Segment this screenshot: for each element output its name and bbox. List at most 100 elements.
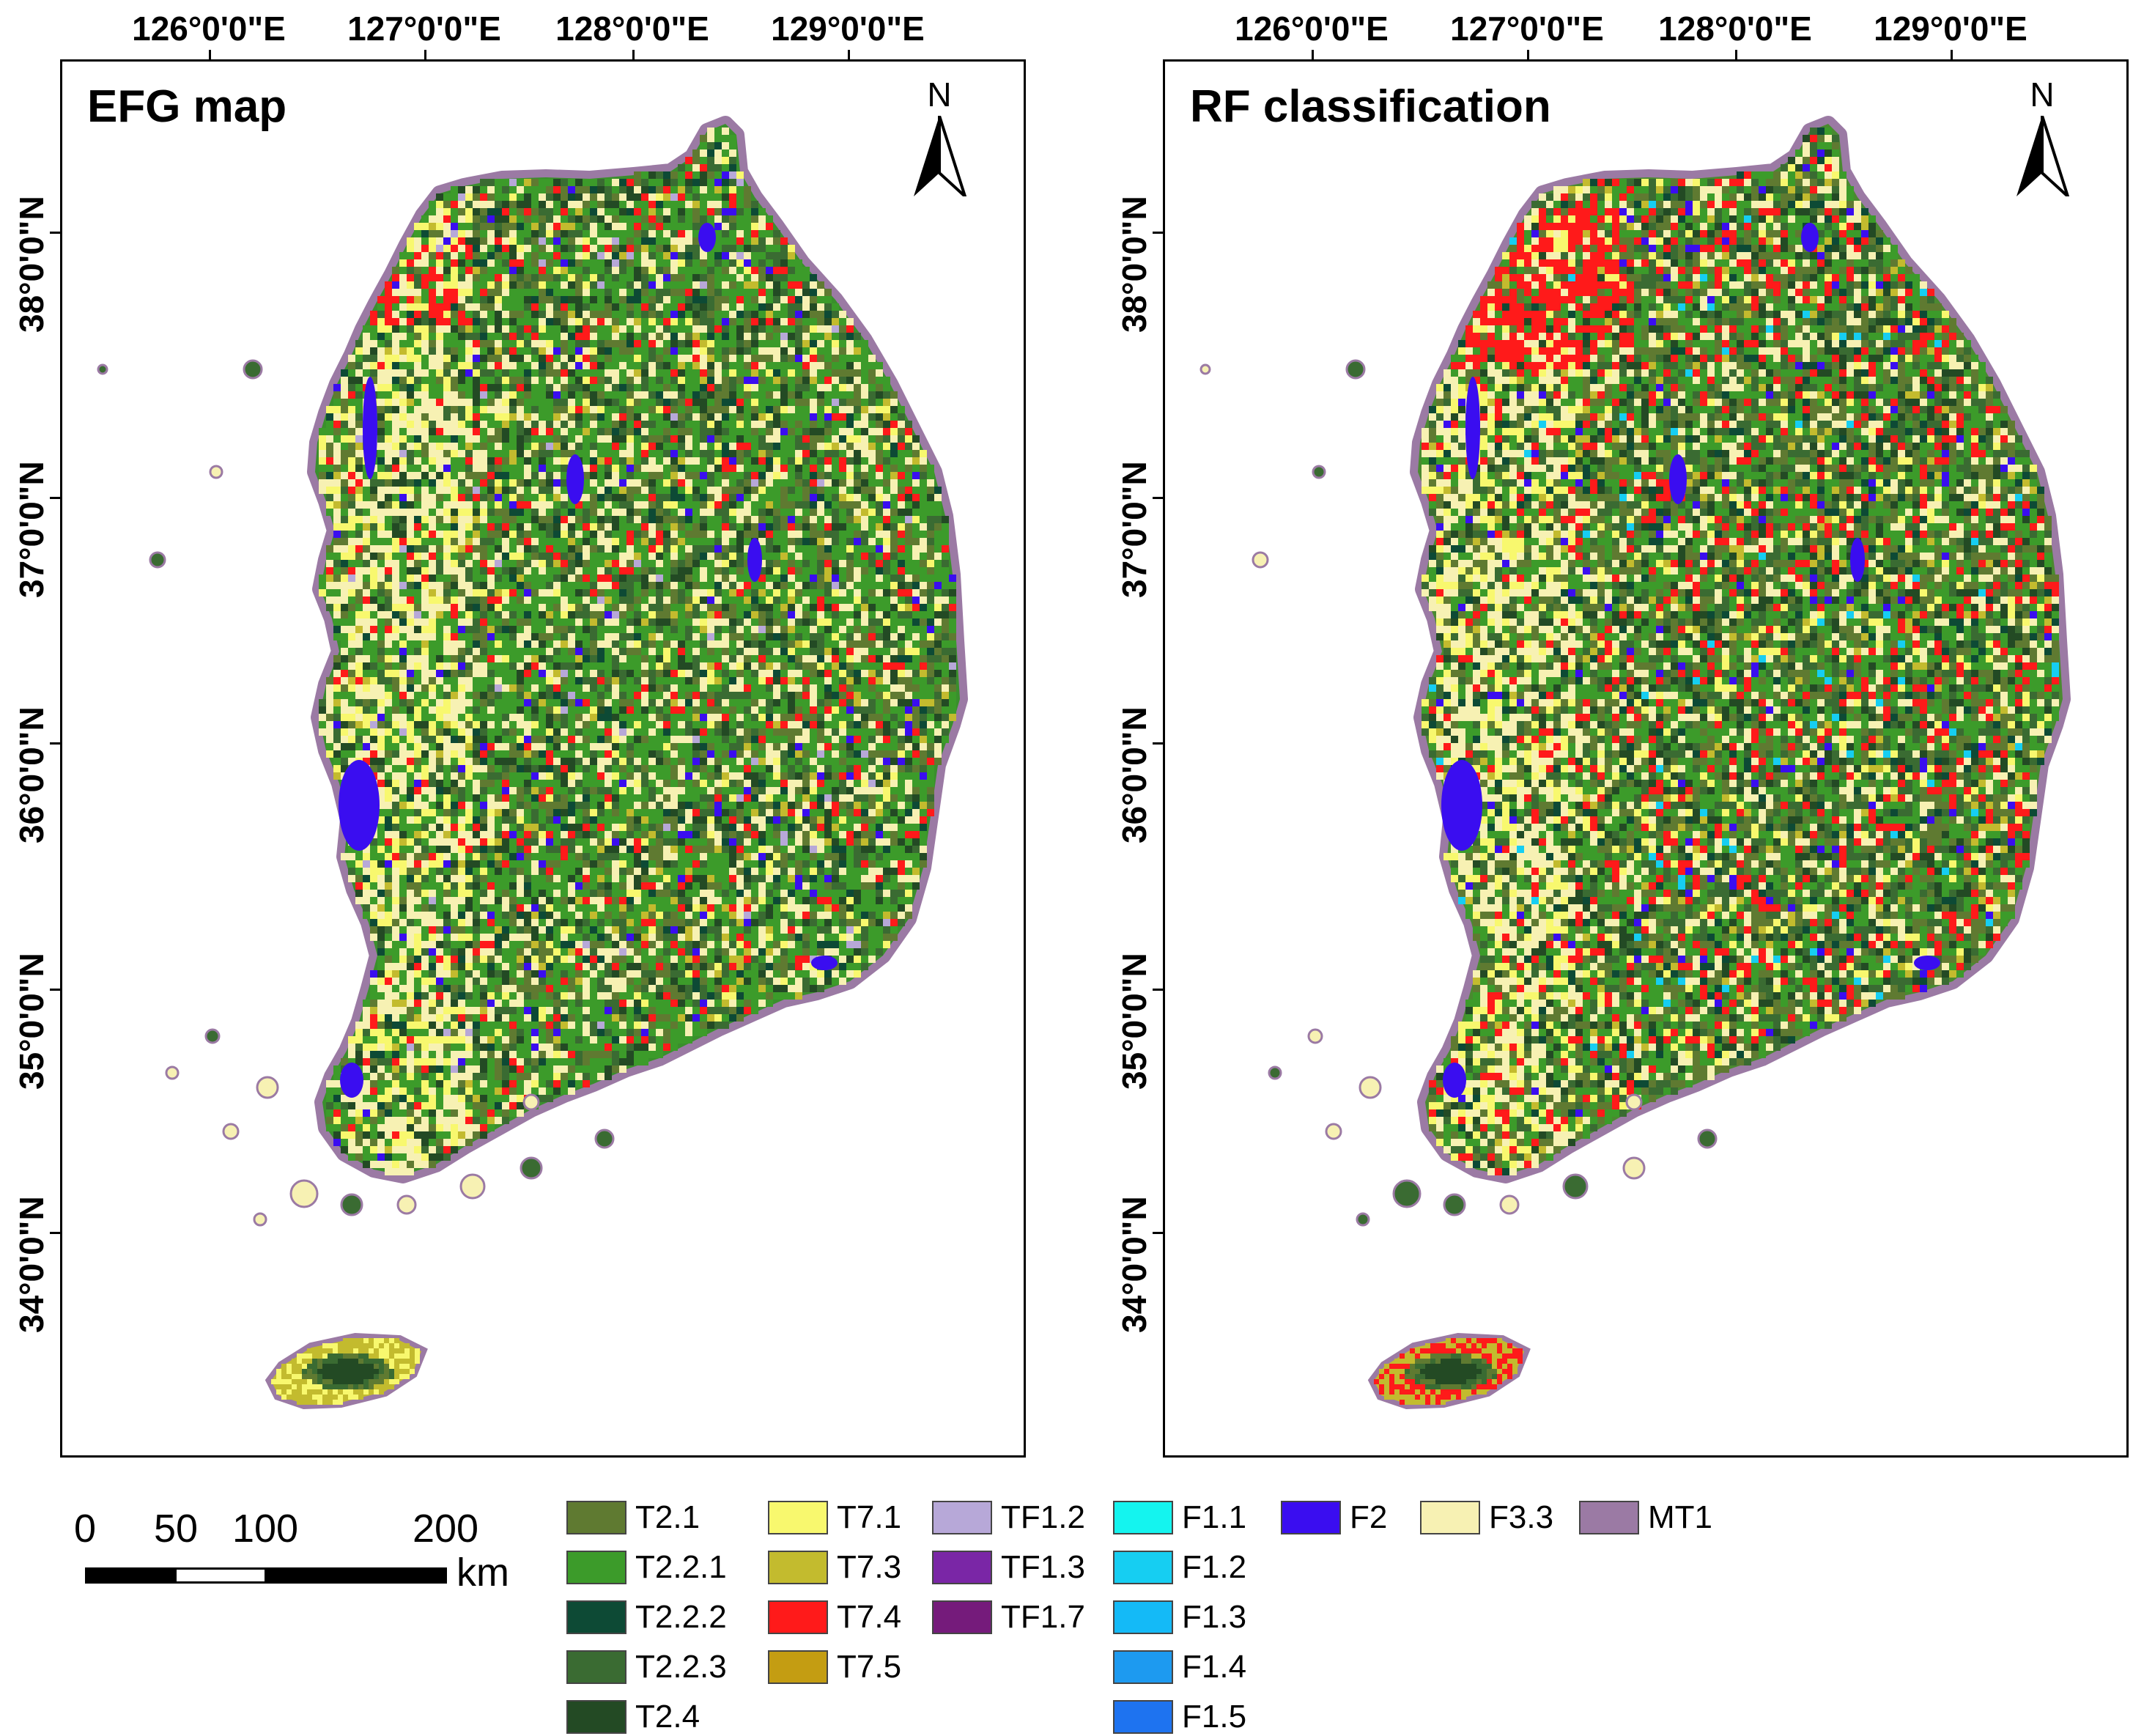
land-cover-cell (846, 596, 854, 604)
land-cover-cell (861, 626, 868, 633)
land-cover-cell (714, 575, 722, 582)
land-cover-cell (524, 443, 531, 450)
land-cover-cell (363, 340, 370, 347)
land-cover-cell (634, 553, 641, 560)
land-cover-cell (370, 531, 377, 538)
land-cover-cell (670, 509, 678, 516)
land-cover-cell (487, 274, 495, 281)
land-cover-cell (707, 582, 714, 589)
land-cover-cell (656, 589, 663, 596)
land-cover-cell (795, 399, 802, 406)
land-cover-cell (780, 259, 788, 267)
land-cover-cell (634, 567, 641, 575)
land-cover-cell (443, 325, 451, 333)
land-cover-cell (583, 670, 590, 677)
land-cover-cell (480, 421, 487, 428)
land-cover-cell (854, 516, 861, 523)
land-cover-cell (634, 406, 641, 413)
land-cover-cell (626, 450, 634, 457)
land-cover-cell (597, 311, 605, 318)
land-cover-cell (583, 618, 590, 626)
land-cover-cell (583, 516, 590, 523)
land-cover-cell (934, 582, 942, 589)
land-cover-cell (722, 589, 729, 596)
land-cover-cell (700, 655, 707, 662)
land-cover-cell (553, 215, 561, 223)
land-cover-cell (722, 567, 729, 575)
land-cover-cell (714, 509, 722, 516)
land-cover-cell (876, 450, 883, 457)
land-cover-cell (795, 333, 802, 340)
land-cover-cell (590, 501, 597, 509)
land-cover-cell (839, 311, 846, 318)
land-cover-cell (465, 560, 473, 567)
land-cover-cell (670, 487, 678, 494)
land-cover-cell (714, 560, 722, 567)
land-cover-cell (905, 487, 912, 494)
land-cover-cell (385, 523, 392, 531)
land-cover-cell (524, 662, 531, 670)
land-cover-cell (443, 362, 451, 369)
land-cover-cell (451, 465, 458, 472)
land-cover-cell (670, 289, 678, 296)
land-cover-cell (773, 347, 780, 355)
land-cover-cell (509, 215, 517, 223)
land-cover-cell (377, 648, 385, 655)
land-cover-cell (685, 435, 692, 443)
land-cover-cell (861, 545, 868, 553)
land-cover-cell (876, 648, 883, 655)
land-cover-cell (876, 465, 883, 472)
land-cover-cell (751, 369, 758, 377)
land-cover-cell (795, 553, 802, 560)
land-cover-cell (597, 421, 605, 428)
land-cover-cell (399, 325, 407, 333)
land-cover-cell (802, 494, 810, 501)
land-cover-cell (333, 391, 341, 399)
land-cover-cell (575, 391, 583, 399)
land-cover-cell (824, 450, 832, 457)
land-cover-cell (553, 325, 561, 333)
land-cover-cell (678, 648, 685, 655)
land-cover-cell (421, 560, 429, 567)
land-cover-cell (517, 640, 524, 648)
land-cover-cell (619, 604, 626, 611)
land-cover-cell (539, 384, 546, 391)
land-cover-cell (392, 582, 399, 589)
land-cover-cell (729, 201, 736, 208)
land-cover-cell (429, 333, 436, 340)
land-cover-cell (788, 626, 795, 633)
land-cover-cell (517, 340, 524, 347)
land-cover-cell (605, 281, 612, 289)
land-cover-cell (465, 633, 473, 640)
land-cover-cell (736, 487, 744, 494)
land-cover-cell (553, 267, 561, 274)
land-cover-cell (561, 509, 568, 516)
land-cover-cell (429, 377, 436, 384)
land-cover-cell (509, 413, 517, 421)
land-cover-cell (597, 362, 605, 369)
land-cover-cell (912, 626, 920, 633)
land-cover-cell (465, 186, 473, 193)
land-cover-cell (934, 487, 942, 494)
land-cover-cell (385, 596, 392, 604)
land-cover-cell (539, 487, 546, 494)
land-cover-cell (341, 604, 348, 611)
land-cover-cell (641, 626, 648, 633)
land-cover-cell (656, 640, 663, 648)
land-cover-cell (473, 201, 480, 208)
land-cover-cell (692, 237, 700, 245)
land-cover-cell (539, 208, 546, 215)
land-cover-cell (817, 589, 824, 596)
land-cover-cell (531, 538, 539, 545)
land-cover-cell (773, 259, 780, 267)
land-cover-cell (561, 662, 568, 670)
land-cover-cell (824, 443, 832, 450)
land-cover-cell (626, 340, 634, 347)
land-cover-cell (385, 296, 392, 303)
land-cover-cell (736, 553, 744, 560)
land-cover-cell (502, 531, 509, 538)
land-cover-cell (692, 604, 700, 611)
land-cover-cell (561, 399, 568, 406)
land-cover-cell (407, 662, 414, 670)
land-cover-cell (912, 633, 920, 640)
